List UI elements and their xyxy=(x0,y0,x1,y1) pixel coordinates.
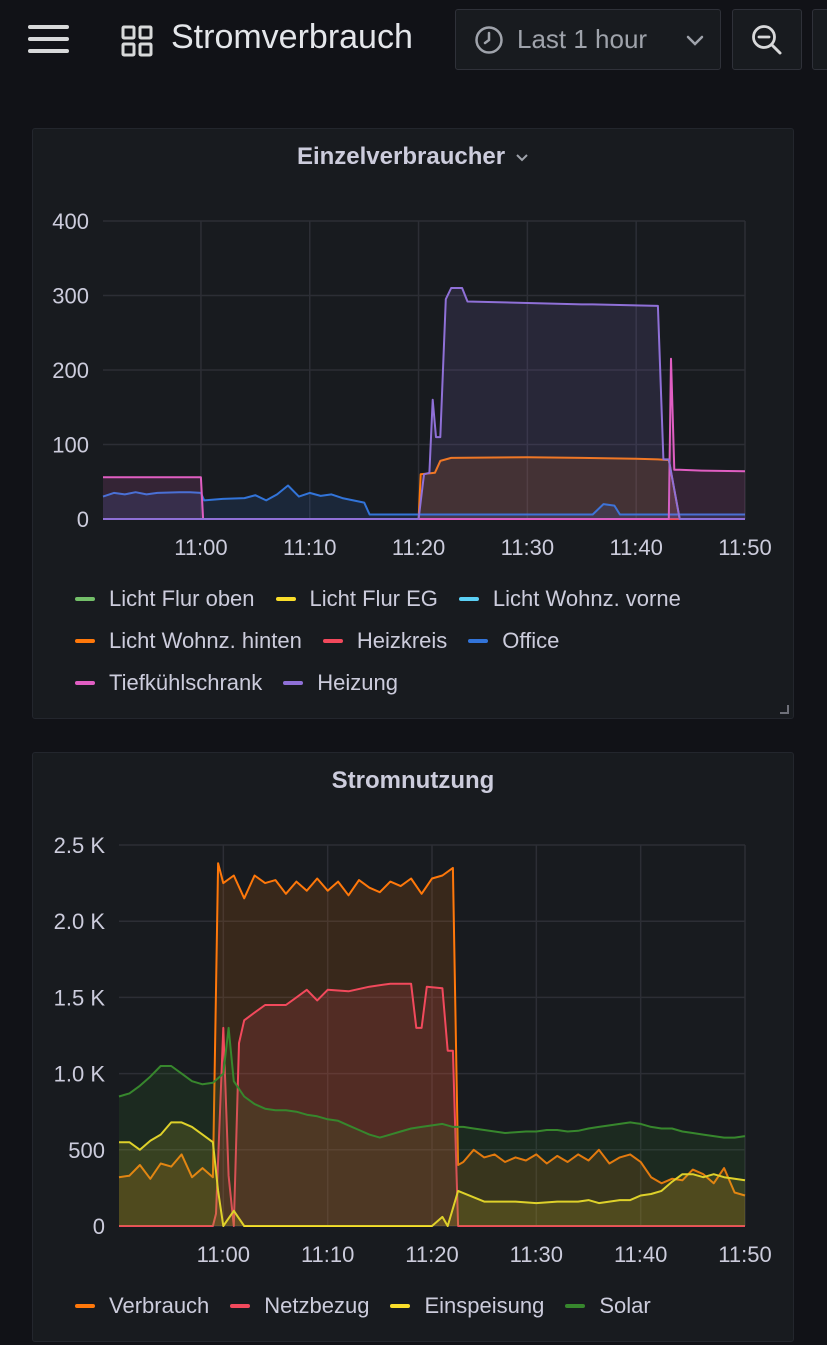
panel-title[interactable]: Einzelverbraucher xyxy=(33,143,793,171)
panel-title[interactable]: Stromnutzung xyxy=(331,767,495,794)
legend-item-netzbezug[interactable]: Netzbezug xyxy=(230,1293,369,1319)
legend-row: Tiefkühlschrank Heizung xyxy=(75,662,702,704)
x-tick-label: 11:10 xyxy=(301,1242,354,1267)
panel-title-text: Einzelverbraucher xyxy=(296,143,506,170)
y-tick-label: 1.0 K xyxy=(54,1062,106,1087)
y-tick-label: 0 xyxy=(93,1214,105,1239)
zoom-out-button[interactable] xyxy=(732,9,802,70)
x-tick-label: 11:00 xyxy=(174,535,227,560)
y-tick-label: 100 xyxy=(52,433,89,458)
legend-label: Licht Flur EG xyxy=(309,586,438,611)
legend-label: Tiefkühlschrank xyxy=(109,670,263,695)
legend-swatch xyxy=(565,1304,586,1308)
legend-label: Heizkreis xyxy=(356,628,448,653)
series-area-office xyxy=(103,485,745,519)
series-area-netzbezug xyxy=(119,983,745,1226)
legend-row: Licht Flur oben Licht Flur EG Licht Wohnz.… xyxy=(75,578,702,620)
legend-swatch xyxy=(390,1304,411,1308)
chart-legend: Verbrauch Netzbezug Einspeisung Solar xyxy=(75,1285,672,1327)
legend-swatch xyxy=(275,597,296,601)
refresh-button[interactable] xyxy=(812,9,827,70)
legend-item-einspeisung[interactable]: Einspeisung xyxy=(390,1293,544,1319)
chevron-down-icon xyxy=(516,153,528,162)
dashboard-grid-icon xyxy=(121,25,153,57)
legend-label: Netzbezug xyxy=(264,1293,370,1318)
legend-row: Verbrauch Netzbezug Einspeisung Solar xyxy=(75,1285,672,1327)
legend-row: Licht Wohnz. hinten Heizkreis Office xyxy=(75,620,702,662)
legend-swatch xyxy=(322,639,343,643)
series-line-office[interactable] xyxy=(102,484,745,516)
legend-item-heizung[interactable]: Heizung xyxy=(283,670,398,696)
x-tick-label: 11:20 xyxy=(405,1242,458,1267)
series-line-heizung[interactable] xyxy=(103,287,745,520)
x-tick-label: 11:10 xyxy=(283,535,336,560)
legend-label: Licht Flur oben xyxy=(109,586,255,611)
x-tick-label: 11:50 xyxy=(718,535,771,560)
series-line-verbrauch[interactable] xyxy=(118,862,746,1197)
series-line-einspeisung[interactable] xyxy=(119,1121,746,1227)
zoom-out-icon xyxy=(752,25,782,55)
menu-icon[interactable] xyxy=(28,24,70,54)
legend-swatch xyxy=(458,597,479,601)
time-range-picker[interactable]: Last 1 hour xyxy=(455,9,721,70)
panel-einzelverbraucher: Einzelverbraucher 0 100 200 300 400 11:00 11:1… xyxy=(32,128,794,719)
series-area-solar xyxy=(119,1027,745,1226)
chevron-down-icon xyxy=(686,35,704,46)
y-tick-label: 2.0 K xyxy=(54,909,106,934)
legend-label: Licht Wohnz. vorne xyxy=(492,586,681,611)
dashboard-title[interactable]: Stromverbrauch xyxy=(171,18,413,56)
legend-swatch xyxy=(75,639,95,643)
legend-swatch xyxy=(468,639,489,643)
resize-handle-icon[interactable] xyxy=(779,704,789,714)
legend-label: Solar xyxy=(599,1293,651,1318)
legend-item-licht-wohnz-vorne[interactable]: Licht Wohnz. vorne xyxy=(458,586,681,612)
legend-item-solar[interactable]: Solar xyxy=(565,1293,651,1319)
x-tick-label: 11:00 xyxy=(197,1242,250,1267)
series-area-tiefk-hlschrank xyxy=(103,358,745,519)
stromnutzung-chart[interactable]: 0 500 1.0 K 1.5 K 2.0 K 2.5 K 11:00 11:10 11:20 1… xyxy=(33,753,793,1273)
legend-swatch xyxy=(283,681,304,685)
legend-item-office[interactable]: Office xyxy=(468,628,559,654)
series-area-licht-wohnz-hinten xyxy=(103,457,745,519)
x-tick-label: 11:50 xyxy=(718,1242,771,1267)
legend-item-tiefk-hlschrank[interactable]: Tiefkühlschrank xyxy=(75,670,262,696)
legend-label: Office xyxy=(502,628,560,653)
y-tick-label: 2.5 K xyxy=(54,833,106,858)
chart-legend: Licht Flur oben Licht Flur EG Licht Wohnz.… xyxy=(75,578,702,704)
x-tick-label: 11:40 xyxy=(609,535,662,560)
legend-item-licht-flur-oben[interactable]: Licht Flur oben xyxy=(75,586,255,612)
y-tick-label: 200 xyxy=(52,358,89,383)
x-tick-label: 11:20 xyxy=(392,535,445,560)
series-line-netzbezug[interactable] xyxy=(119,982,745,1227)
panel-stromnutzung: Stromnutzung 0 500 1.0 K 1.5 K 2.0 K 2.5 K 11:… xyxy=(32,752,794,1342)
x-tick-label: 11:30 xyxy=(510,1242,563,1267)
clock-icon xyxy=(475,26,503,54)
y-tick-label: 1.5 K xyxy=(54,985,106,1010)
legend-label: Verbrauch xyxy=(109,1293,210,1318)
time-range-label: Last 1 hour xyxy=(517,24,648,54)
legend-swatch xyxy=(75,681,95,685)
y-tick-label: 300 xyxy=(52,284,89,309)
legend-swatch xyxy=(75,597,95,601)
legend-item-licht-wohnz-hinten[interactable]: Licht Wohnz. hinten xyxy=(75,628,302,654)
legend-label: Einspeisung xyxy=(424,1293,545,1318)
legend-label: Heizung xyxy=(317,670,398,695)
legend-item-licht-flur-eg[interactable]: Licht Flur EG xyxy=(275,586,438,612)
legend-label: Licht Wohnz. hinten xyxy=(109,628,302,653)
legend-swatch xyxy=(75,1304,95,1308)
series-area-heizung xyxy=(103,288,745,519)
x-tick-label: 11:40 xyxy=(614,1242,667,1267)
legend-item-verbrauch[interactable]: Verbrauch xyxy=(75,1293,209,1319)
top-navbar: Stromverbrauch Last 1 hour xyxy=(0,0,827,80)
series-area-verbrauch xyxy=(119,863,745,1226)
legend-swatch xyxy=(230,1304,251,1308)
einzelverbraucher-chart[interactable]: 0 100 200 300 400 11:00 11:10 11:20 11:30 11:40 11… xyxy=(33,129,793,569)
y-tick-label: 400 xyxy=(52,209,89,234)
x-tick-label: 11:30 xyxy=(501,535,554,560)
y-tick-label: 500 xyxy=(68,1138,105,1163)
series-line-tiefk-hlschrank[interactable] xyxy=(103,357,746,520)
legend-item-heizkreis[interactable]: Heizkreis xyxy=(322,628,448,654)
series-line-solar[interactable] xyxy=(118,1026,746,1139)
y-tick-label: 0 xyxy=(77,507,89,532)
